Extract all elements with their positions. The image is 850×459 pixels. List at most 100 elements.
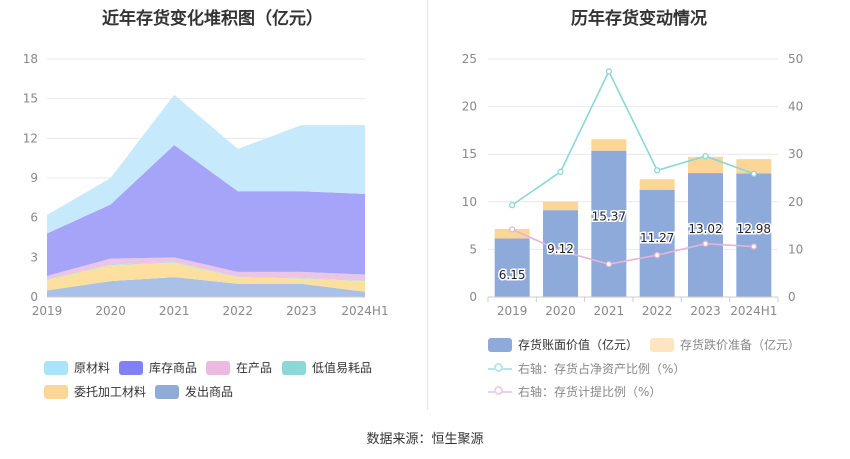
area-series	[47, 262, 365, 292]
legend-label: 发出商品	[185, 385, 234, 399]
x-tick-label: 2023	[286, 304, 317, 318]
right-chart-panel: 历年存货变动情况 0 5 10 15 20 25 0 10 20 30 40 50 2019 2020 20…	[428, 0, 850, 459]
bar-data-label: 9.12	[547, 242, 574, 256]
y-tick-label: 6	[30, 211, 38, 225]
legend-line-swatch	[488, 385, 512, 399]
bar-impairment-reserve	[494, 228, 530, 239]
legend-label: 低值易耗品	[312, 361, 373, 375]
legend-label: 存货账面价值（亿元）	[518, 338, 639, 352]
bar-impairment-reserve	[639, 179, 675, 190]
y-tick-label: 12	[23, 131, 38, 145]
line-point	[509, 201, 516, 209]
x-tick-label: 2021	[159, 304, 190, 318]
bar-book-value	[736, 173, 772, 297]
legend-swatch	[488, 337, 512, 352]
legend-item-provision-ratio[interactable]: 右轴：存货计提比例（%）	[488, 383, 661, 400]
legend-item-inventory-goods[interactable]: 库存商品	[119, 359, 197, 376]
combo-bar-line-chart: 0 5 10 15 20 25 0 10 20 30 40 50 2019 2020 2021 2022 202…	[462, 52, 804, 318]
bar-data-label: 13.02	[688, 222, 722, 236]
y2-tick-label: 30	[788, 147, 803, 161]
legend-label: 右轴：存货计提比例（%）	[518, 385, 662, 399]
x-tick-label: 2020	[95, 304, 126, 318]
legend-label: 原材料	[74, 361, 111, 375]
x-tick-label: 2024H1	[730, 304, 777, 318]
legend-item-goods-shipped[interactable]: 发出商品	[155, 383, 233, 400]
legend-label: 在产品	[236, 361, 273, 375]
y-tick-label: 20	[462, 100, 477, 114]
legend-swatch	[44, 360, 68, 375]
line-point	[750, 243, 757, 250]
bar-data-label: 12.98	[737, 222, 771, 236]
y-tick-label: 0	[469, 290, 477, 304]
y-tick-label: 3	[30, 250, 38, 264]
y-tick-label: 18	[23, 52, 38, 66]
x-tick-label: 2024H1	[341, 304, 388, 318]
y-tick-label: 0	[30, 290, 38, 304]
x-tick-label: 2022	[223, 304, 254, 318]
y-tick-label: 10	[462, 195, 477, 209]
y-tick-label: 9	[30, 171, 38, 185]
bar-book-value	[494, 238, 530, 297]
line-series	[511, 228, 754, 265]
legend-item-work-in-progress[interactable]: 在产品	[206, 359, 272, 376]
legend-label: 右轴：存货占净资产比例（%）	[518, 362, 686, 376]
bar-book-value	[639, 189, 675, 297]
legend-swatch	[650, 337, 674, 352]
legend-swatch	[282, 360, 306, 375]
legend-swatch	[155, 384, 179, 399]
x-tick-label: 2020	[545, 304, 576, 318]
bar-impairment-reserve	[543, 201, 578, 211]
y2-tick-label: 40	[788, 100, 803, 114]
line-point	[557, 168, 564, 175]
legend-item-book-value[interactable]: 存货账面价值（亿元）	[488, 336, 638, 353]
x-tick-label: 2019	[32, 304, 63, 318]
legend-item-processing-materials[interactable]: 委托加工材料	[44, 383, 146, 400]
bar-book-value	[591, 150, 627, 297]
line-series	[511, 69, 755, 206]
left-chart-title: 近年存货变化堆积图（亿元）	[102, 9, 323, 29]
legend-item-inventory-to-net-assets[interactable]: 右轴：存货占净资产比例（%）	[488, 360, 685, 377]
y2-tick-label: 0	[788, 290, 796, 304]
line-point	[557, 247, 564, 254]
line-point	[605, 261, 612, 268]
y-tick-label: 15	[462, 147, 477, 161]
bar-impairment-reserve	[591, 139, 627, 151]
y2-tick-label: 50	[788, 52, 803, 66]
legend-swatch	[119, 360, 143, 375]
bar-impairment-reserve	[688, 156, 723, 174]
legend-item-low-value-consumables[interactable]: 低值易耗品	[282, 359, 372, 376]
stacked-area-chart: 0 3 6 9 12 15 18 2019 2020 2021 2022 2023 2024H1	[23, 52, 389, 318]
y-tick-label: 5	[469, 242, 477, 256]
legend-label: 库存商品	[149, 361, 198, 375]
line-point	[702, 240, 709, 247]
right-legend: 存货账面价值（亿元） 存货跌价准备（亿元） 右轴：存货占净资产比例（%） 右轴：…	[428, 0, 850, 459]
x-tick-label: 2023	[690, 304, 721, 318]
legend-swatch	[206, 360, 230, 375]
line-point	[605, 68, 612, 75]
panel-divider	[427, 0, 428, 410]
left-chart-panel: 近年存货变化堆积图（亿元） 0 3 6 9 12 15 18 2019 2020 2021 2022…	[23, 9, 389, 400]
bar-book-value	[688, 173, 723, 297]
left-legend: 原材料 库存商品 在产品 低值易耗品 委托加工材料 发出商品	[44, 359, 372, 400]
x-tick-label: 2022	[642, 304, 673, 318]
y-tick-label: 25	[462, 52, 477, 66]
line-point	[654, 167, 661, 174]
data-source-note: 数据来源：恒生聚源	[366, 432, 484, 447]
area-series	[47, 94, 365, 234]
area-series	[47, 144, 365, 276]
x-tick-label: 2021	[594, 304, 625, 318]
legend-item-impairment-reserve[interactable]: 存货跌价准备（亿元）	[650, 336, 800, 353]
legend-item-raw-materials[interactable]: 原材料	[44, 359, 110, 376]
legend-label: 存货跌价准备（亿元）	[680, 338, 801, 352]
bar-data-label: 11.27	[640, 231, 674, 245]
line-point	[654, 251, 661, 259]
legend-label: 委托加工材料	[74, 385, 147, 399]
line-point	[750, 170, 757, 177]
area-series	[47, 261, 365, 282]
legend-line-swatch	[488, 362, 512, 376]
bar-data-label: 6.15	[499, 268, 526, 282]
y2-tick-label: 10	[788, 242, 803, 256]
area-series	[47, 277, 365, 297]
line-point	[509, 226, 516, 233]
x-tick-label: 2019	[497, 304, 528, 318]
